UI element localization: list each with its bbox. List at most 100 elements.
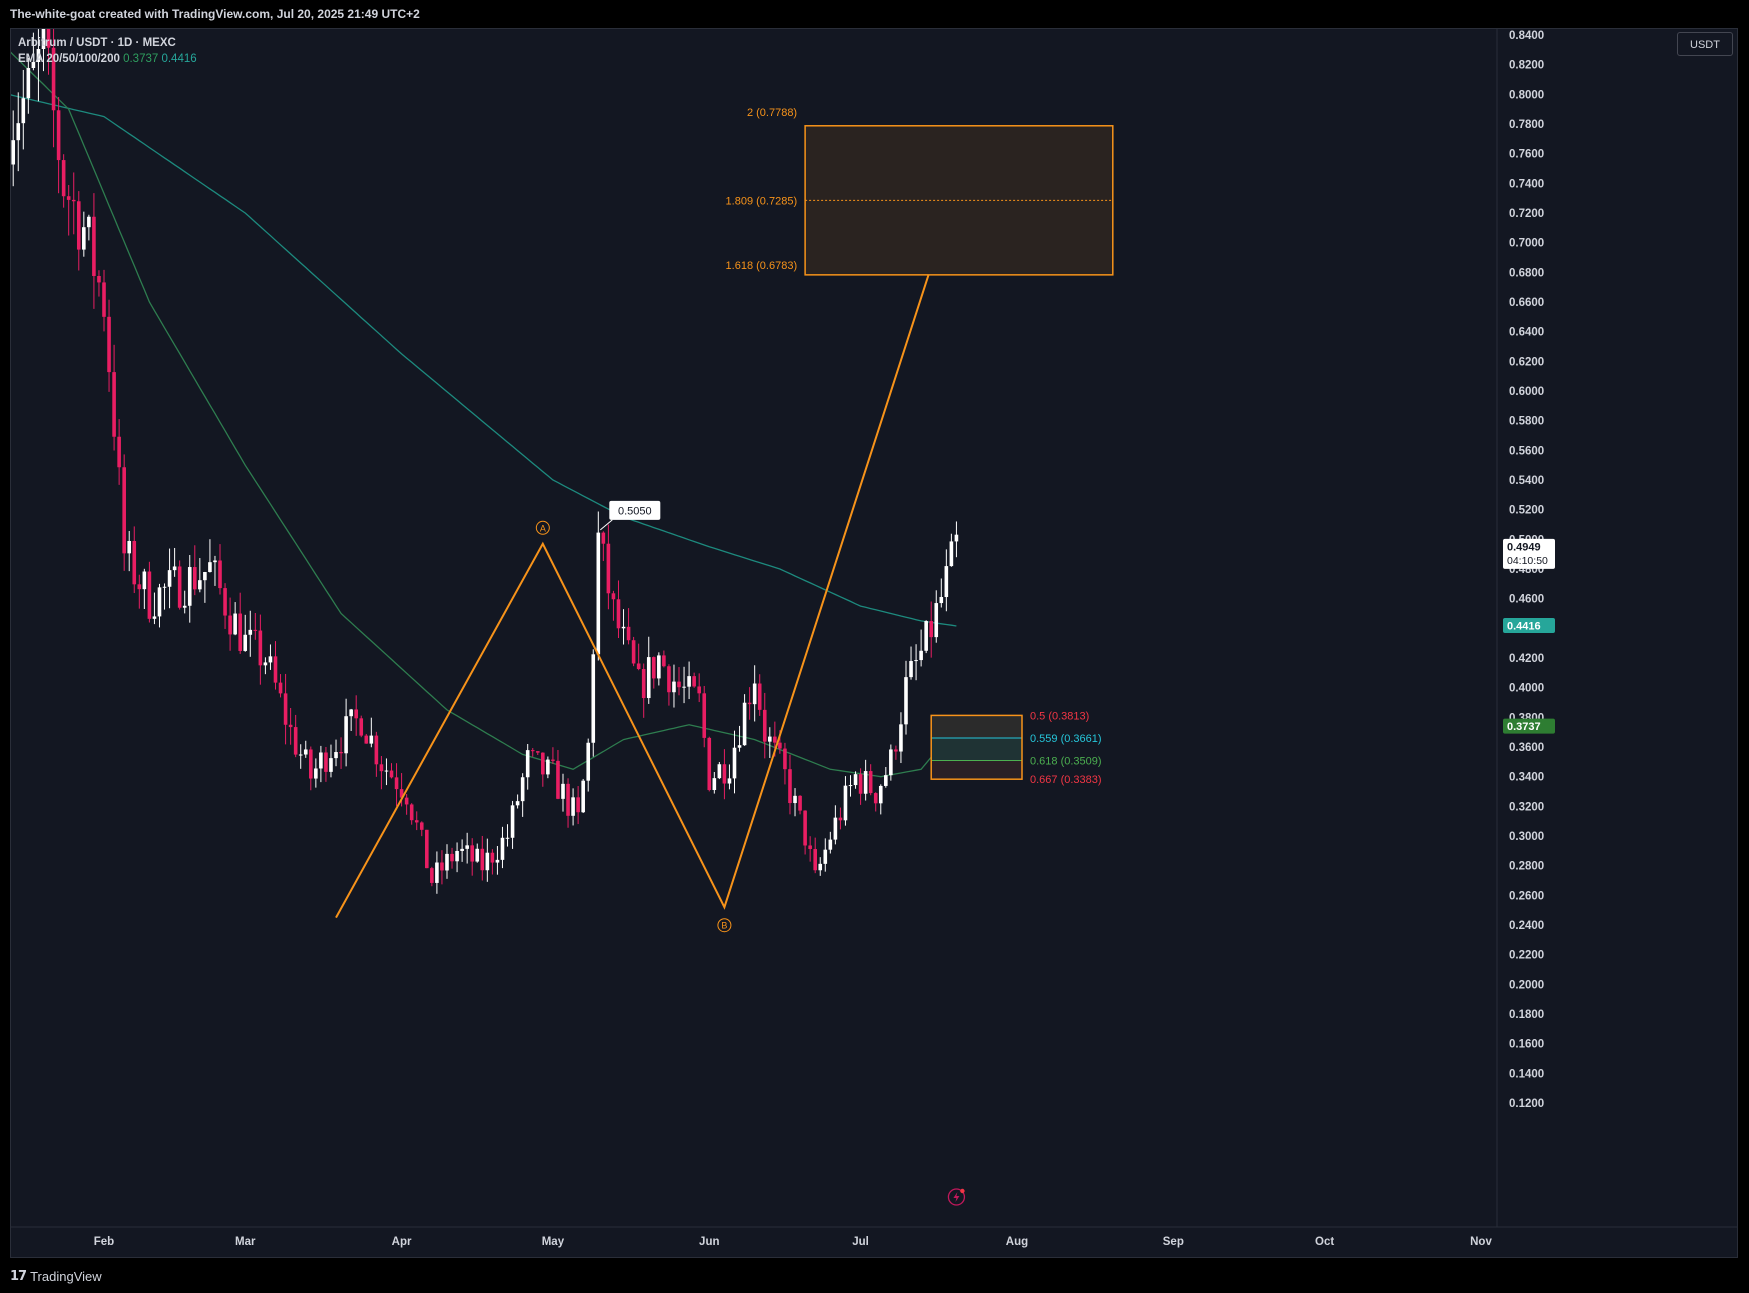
currency-button[interactable]: USDT [1677, 32, 1733, 56]
candle-body [611, 593, 616, 600]
alert-bolt-glyph [953, 1192, 960, 1202]
candle-body [863, 771, 868, 794]
candle-down [894, 745, 898, 760]
candle-body [117, 436, 121, 468]
candle-down [707, 736, 712, 792]
candle-body [803, 810, 807, 846]
candle-body [773, 736, 777, 743]
candle-down [873, 792, 878, 812]
candle-up [435, 851, 439, 894]
candle-down [631, 636, 636, 667]
candle-up [848, 775, 853, 797]
y-tick-label: 0.3400 [1509, 772, 1544, 784]
candle-body [626, 626, 631, 641]
candle-down [762, 692, 767, 759]
candle-body [752, 683, 757, 705]
candle-body [172, 566, 177, 571]
candle-down [132, 526, 137, 594]
price-badge-bg [1503, 538, 1555, 569]
ema-label: EMA 20/50/100/200 [18, 53, 120, 65]
candle-body [712, 778, 717, 791]
candle-body [303, 749, 308, 755]
ema-indicator-legend[interactable]: EMA 20/50/100/200 0.3737 0.4416 [18, 51, 197, 67]
y-tick-label: 0.2600 [1509, 890, 1544, 902]
candle-body [31, 62, 36, 69]
candle-body [238, 613, 242, 651]
candle-body [757, 683, 762, 710]
candle-body [364, 735, 369, 744]
candle-body [399, 789, 404, 798]
candle-down [283, 673, 288, 745]
abc-pattern-line [335, 234, 943, 919]
abc-label-b: B [717, 918, 732, 933]
candle-up [248, 610, 253, 657]
candle-body [465, 845, 469, 849]
candle-body [187, 567, 192, 606]
candle-body [132, 540, 137, 585]
candle-up [515, 794, 520, 809]
candle-body [571, 797, 575, 816]
candle-body [924, 621, 928, 651]
candle-up [586, 738, 591, 792]
y-tick-label: 0.2200 [1509, 950, 1544, 962]
candle-down [677, 667, 681, 696]
ema-fast-line [7, 49, 957, 778]
candle-up [546, 756, 550, 779]
candle-body [198, 580, 202, 590]
candle-body [394, 777, 399, 790]
candle-up [142, 568, 147, 609]
candle-down [309, 746, 313, 791]
fib-retracement-band [931, 760, 1022, 780]
candle-down [359, 715, 364, 738]
candle-up [505, 824, 510, 847]
y-tick-label: 0.6000 [1509, 386, 1544, 398]
candle-up [581, 778, 585, 814]
candle-down [722, 749, 727, 800]
y-tick-label: 0.2400 [1509, 920, 1544, 932]
candle-body [430, 868, 434, 883]
candle-body [909, 661, 913, 678]
abc-label-a: A [535, 520, 550, 535]
candle-body [92, 216, 96, 277]
candle-body [102, 282, 106, 317]
time-axis: Feb Mar Apr May Jun Jul Aug Sep Oct Nov [11, 1226, 1737, 1248]
candle-body [889, 749, 893, 776]
candle-body [203, 572, 207, 581]
candle-up [793, 788, 797, 817]
candle-body [838, 817, 843, 821]
candle-down [117, 419, 121, 485]
candle-body [152, 616, 157, 619]
candle-body [505, 837, 510, 839]
candle-down [636, 643, 641, 671]
symbol-title[interactable]: Arbitrum / USDT · 1D · MEXC [18, 35, 197, 51]
candle-up [198, 558, 202, 593]
candle-up [732, 730, 737, 794]
candle-body [76, 201, 81, 250]
candle-up [314, 758, 318, 788]
y-tick-label: 0.1200 [1509, 1098, 1544, 1110]
candle-up [939, 578, 944, 608]
candle-body [914, 660, 918, 662]
y-tick-label: 0.4200 [1509, 653, 1544, 665]
candle-down [218, 544, 222, 595]
candle-up [889, 744, 893, 781]
candle-body [722, 764, 727, 784]
candle-down [662, 650, 666, 668]
candle-body [223, 588, 227, 616]
candle-down [66, 185, 71, 236]
tradingview-logo[interactable]: 𝟭𝟳 TradingView [10, 1268, 102, 1284]
fib-retracement-label: 0.667 (0.3383) [1030, 774, 1102, 786]
alert-dot [960, 1188, 965, 1194]
candle-body [692, 676, 696, 687]
candle-down [868, 764, 873, 796]
candle-down [92, 193, 96, 309]
ema-slow-line [8, 93, 957, 627]
candle-body [11, 140, 16, 165]
candle-up [182, 590, 187, 614]
candle-body [591, 654, 596, 743]
candle-body [167, 570, 172, 587]
candle-body [46, 23, 51, 48]
candle-body [379, 764, 384, 772]
